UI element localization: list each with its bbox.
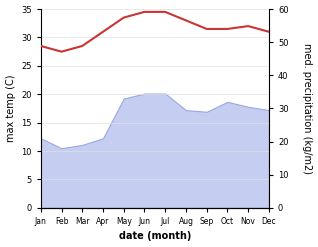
Y-axis label: med. precipitation (kg/m2): med. precipitation (kg/m2) [302, 43, 313, 174]
X-axis label: date (month): date (month) [119, 231, 191, 242]
Y-axis label: max temp (C): max temp (C) [5, 75, 16, 142]
